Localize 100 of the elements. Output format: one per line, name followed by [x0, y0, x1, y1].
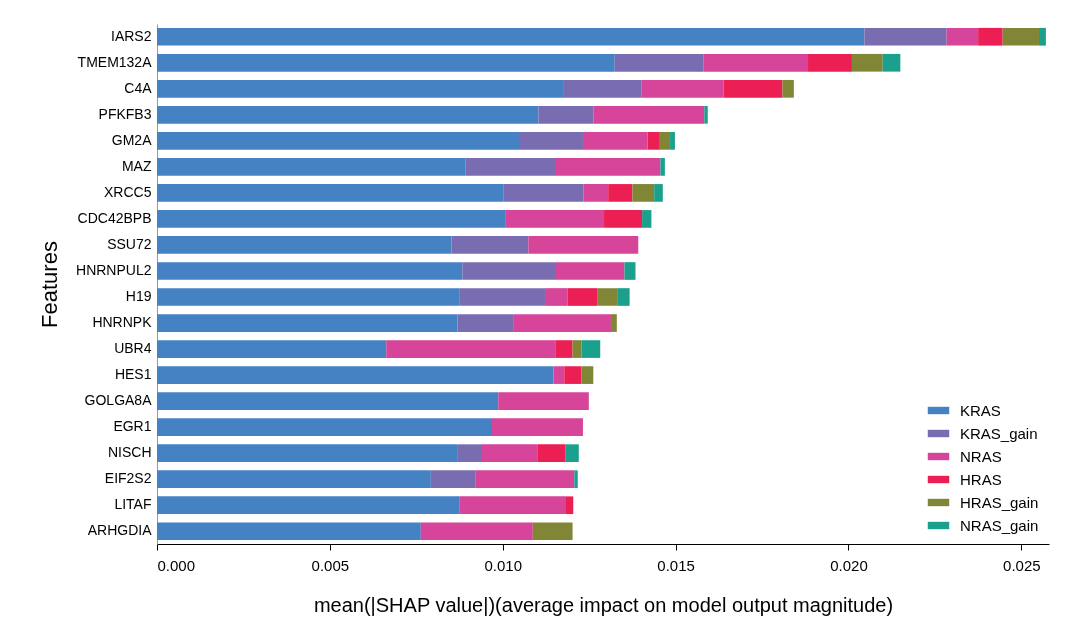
bar — [610, 314, 617, 332]
bar — [660, 158, 665, 176]
legend-label: HRAS_gain — [960, 493, 1039, 511]
y-tick-label: ARHGDIA — [87, 522, 153, 539]
bar — [563, 79, 642, 98]
bar — [475, 470, 575, 489]
y-tick-label: HNRNPUL2 — [76, 261, 152, 278]
bar — [386, 340, 556, 358]
bar — [498, 392, 589, 410]
bar — [465, 158, 556, 176]
bar — [567, 288, 598, 306]
bar — [505, 210, 605, 228]
bar — [157, 392, 499, 410]
bar — [532, 522, 573, 541]
bar — [157, 496, 460, 515]
bar — [157, 27, 865, 46]
bar — [451, 236, 529, 254]
bar — [642, 210, 652, 228]
x-tick-label: 0.000 — [157, 556, 196, 574]
y-tick-label: EIF2S2 — [104, 470, 152, 487]
bar — [617, 288, 630, 306]
bar — [157, 158, 466, 176]
y-tick-label: MAZ — [121, 157, 152, 174]
bar — [537, 444, 566, 463]
legend-label: HRAS — [960, 470, 1002, 488]
bar — [1002, 27, 1039, 46]
bar — [703, 53, 809, 72]
bar — [518, 132, 583, 150]
bar — [459, 288, 546, 306]
bar — [553, 366, 565, 384]
bar — [574, 470, 578, 489]
bar — [659, 132, 671, 150]
bar — [572, 340, 582, 358]
bar — [555, 262, 625, 280]
bar — [978, 27, 1003, 46]
x-axis-title: mean(|SHAP value|)(average impact on model output magnitude) — [313, 593, 894, 616]
bar — [632, 184, 655, 202]
bar — [157, 522, 421, 541]
bar — [462, 262, 556, 280]
bar — [157, 262, 463, 280]
bar — [481, 444, 538, 463]
bar — [503, 184, 584, 202]
bar — [157, 105, 539, 124]
bar — [492, 418, 583, 436]
bar — [157, 236, 452, 254]
bar — [704, 105, 708, 124]
x-tick-label: 0.015 — [657, 556, 695, 574]
legend-label: KRAS_gain — [960, 424, 1038, 442]
y-tick-label: HES1 — [114, 366, 152, 383]
bar — [157, 288, 460, 306]
legend-label: NRAS_gain — [960, 516, 1039, 534]
y-tick-label: CDC42BPB — [77, 209, 152, 226]
bar — [157, 132, 519, 150]
bar — [555, 158, 661, 176]
y-tick-label: UBR4 — [114, 340, 152, 357]
y-tick-label: SSU72 — [107, 235, 152, 252]
legend-label: KRAS — [960, 401, 1001, 419]
y-tick-label: C4A — [124, 79, 153, 96]
bar — [723, 79, 783, 98]
bar — [581, 366, 594, 384]
bar — [624, 262, 636, 280]
bar — [545, 288, 568, 306]
bar — [582, 132, 648, 150]
x-tick-label: 0.005 — [311, 556, 350, 574]
bar — [946, 27, 979, 46]
bar — [565, 444, 579, 463]
y-tick-label: PFKFB3 — [98, 105, 152, 122]
bar — [782, 79, 794, 98]
bar — [157, 53, 615, 72]
bar — [459, 496, 567, 515]
bar — [654, 184, 663, 202]
bar — [583, 184, 609, 202]
bar — [157, 314, 458, 332]
y-tick-label: H19 — [125, 288, 152, 305]
bar — [157, 366, 554, 384]
y-tick-label: XRCC5 — [104, 183, 152, 200]
bar — [851, 53, 883, 72]
bar — [882, 53, 901, 72]
y-tick-label: GOLGA8A — [84, 392, 153, 409]
y-tick-label: GM2A — [111, 131, 153, 148]
bar — [864, 27, 947, 46]
bar — [430, 470, 476, 489]
bar — [457, 314, 514, 332]
x-tick-label: 0.020 — [830, 556, 868, 574]
y-tick-label: IARS2 — [111, 27, 152, 44]
bar — [157, 340, 387, 358]
bar — [513, 314, 611, 332]
bar — [157, 184, 504, 202]
y-tick-label: NISCH — [107, 444, 152, 461]
bar — [528, 236, 639, 254]
bar — [647, 132, 660, 150]
bar — [555, 340, 573, 358]
y-axis-title: Features — [37, 241, 63, 328]
x-tick-label: 0.025 — [1003, 556, 1041, 574]
bar — [566, 496, 574, 515]
x-tick-label: 0.010 — [484, 556, 523, 574]
bar — [614, 53, 704, 72]
bar — [641, 79, 724, 98]
bar — [157, 470, 431, 489]
bar — [157, 79, 564, 98]
